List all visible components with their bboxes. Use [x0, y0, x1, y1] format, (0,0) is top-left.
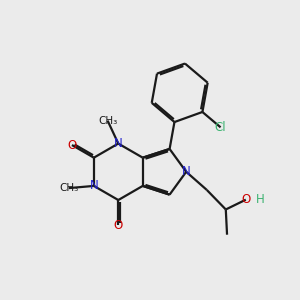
Text: N: N	[89, 179, 98, 192]
Text: Cl: Cl	[215, 121, 226, 134]
Text: N: N	[114, 137, 123, 150]
Text: CH₃: CH₃	[59, 183, 78, 193]
Text: N: N	[182, 165, 190, 178]
Text: O: O	[114, 219, 123, 232]
Text: CH₃: CH₃	[98, 116, 117, 126]
Text: H: H	[256, 193, 265, 206]
Text: O: O	[242, 193, 251, 206]
Text: O: O	[67, 139, 76, 152]
